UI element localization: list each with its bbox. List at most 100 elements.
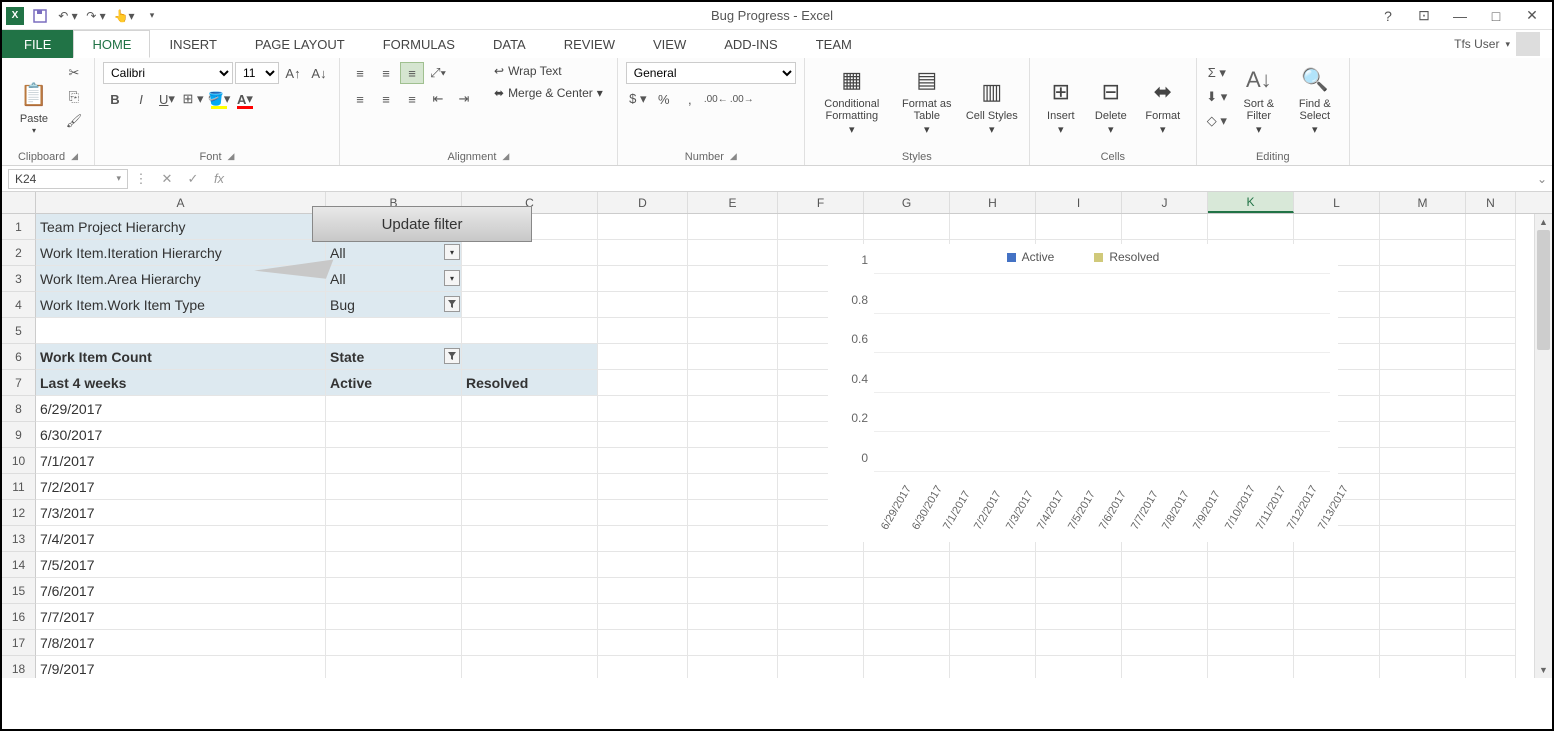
user-menu[interactable]: Tfs User▾ <box>1442 30 1552 58</box>
cell-B7[interactable]: Active <box>326 370 462 396</box>
cell-C3[interactable] <box>462 266 598 292</box>
cell-C7[interactable]: Resolved <box>462 370 598 396</box>
format-painter-icon[interactable]: 🖌 <box>62 110 86 132</box>
font-size-select[interactable]: 11 <box>235 62 279 84</box>
row-header[interactable]: 2 <box>2 240 36 266</box>
cell-M2[interactable] <box>1380 240 1466 266</box>
cell-L14[interactable] <box>1294 552 1380 578</box>
cell-B16[interactable] <box>326 604 462 630</box>
cell-M11[interactable] <box>1380 474 1466 500</box>
row-header[interactable]: 5 <box>2 318 36 344</box>
cell-C4[interactable] <box>462 292 598 318</box>
clipboard-launcher[interactable]: ◢ <box>71 151 78 163</box>
cell-E1[interactable] <box>688 214 778 240</box>
cell-E13[interactable] <box>688 526 778 552</box>
font-name-select[interactable]: Calibri <box>103 62 233 84</box>
cell-J16[interactable] <box>1122 604 1208 630</box>
cell-D12[interactable] <box>598 500 688 526</box>
cell-A17[interactable]: 7/8/2017 <box>36 630 326 656</box>
cell-C8[interactable] <box>462 396 598 422</box>
cell-L1[interactable] <box>1294 214 1380 240</box>
cell-H15[interactable] <box>950 578 1036 604</box>
fx-icon[interactable]: fx <box>206 171 232 186</box>
cell-F18[interactable] <box>778 656 864 678</box>
minimize-icon[interactable]: — <box>1448 6 1472 26</box>
tab-home[interactable]: HOME <box>73 30 150 58</box>
bug-progress-chart[interactable]: ActiveResolved 00.20.40.60.81 6/29/20176… <box>828 244 1338 542</box>
cell-D7[interactable] <box>598 370 688 396</box>
name-box[interactable]: K24▾ <box>8 169 128 189</box>
cell-H1[interactable] <box>950 214 1036 240</box>
cell-B17[interactable] <box>326 630 462 656</box>
cell-K1[interactable] <box>1208 214 1294 240</box>
cell-B18[interactable] <box>326 656 462 678</box>
cell-M13[interactable] <box>1380 526 1466 552</box>
cell-A1[interactable]: Team Project Hierarchy <box>36 214 326 240</box>
number-launcher[interactable]: ◢ <box>730 151 737 163</box>
cell-I14[interactable] <box>1036 552 1122 578</box>
cell-styles-button[interactable]: ▥Cell Styles▾ <box>963 62 1021 138</box>
cell-D3[interactable] <box>598 266 688 292</box>
alignment-launcher[interactable]: ◢ <box>502 151 509 163</box>
align-bottom-icon[interactable]: ≡ <box>400 62 424 84</box>
format-as-table-button[interactable]: ▤Format as Table▾ <box>895 62 959 138</box>
cell-A10[interactable]: 7/1/2017 <box>36 448 326 474</box>
comma-button[interactable]: , <box>678 88 702 110</box>
increase-indent-icon[interactable]: ⇥ <box>452 88 476 110</box>
wrap-text-button[interactable]: ↩Wrap Text <box>488 62 609 80</box>
find-select-button[interactable]: 🔍Find & Select▾ <box>1289 62 1341 138</box>
align-left-icon[interactable]: ≡ <box>348 88 372 110</box>
cell-C5[interactable] <box>462 318 598 344</box>
decrease-font-icon[interactable]: A↓ <box>307 62 331 84</box>
scroll-thumb[interactable] <box>1537 230 1550 350</box>
autosum-button[interactable]: Σ ▾ <box>1205 62 1229 84</box>
font-color-button[interactable]: A ▾ <box>233 88 257 110</box>
border-button[interactable]: ⊞ ▾ <box>181 88 205 110</box>
row-header[interactable]: 8 <box>2 396 36 422</box>
cell-H18[interactable] <box>950 656 1036 678</box>
cell-L18[interactable] <box>1294 656 1380 678</box>
cell-A11[interactable]: 7/2/2017 <box>36 474 326 500</box>
cell-F15[interactable] <box>778 578 864 604</box>
cell-D8[interactable] <box>598 396 688 422</box>
cell-H17[interactable] <box>950 630 1036 656</box>
cell-N12[interactable] <box>1466 500 1516 526</box>
cell-F17[interactable] <box>778 630 864 656</box>
cell-N6[interactable] <box>1466 344 1516 370</box>
cell-B14[interactable] <box>326 552 462 578</box>
cell-B12[interactable] <box>326 500 462 526</box>
cell-C16[interactable] <box>462 604 598 630</box>
cell-B2[interactable]: All▾ <box>326 240 462 266</box>
cell-E16[interactable] <box>688 604 778 630</box>
cell-K15[interactable] <box>1208 578 1294 604</box>
row-header[interactable]: 17 <box>2 630 36 656</box>
cell-C10[interactable] <box>462 448 598 474</box>
cell-N3[interactable] <box>1466 266 1516 292</box>
cancel-formula-icon[interactable]: ✕ <box>154 171 180 187</box>
cell-B8[interactable] <box>326 396 462 422</box>
row-header[interactable]: 7 <box>2 370 36 396</box>
cell-N13[interactable] <box>1466 526 1516 552</box>
cell-A18[interactable]: 7/9/2017 <box>36 656 326 678</box>
format-cells-button[interactable]: ⬌Format▾ <box>1138 62 1188 138</box>
cell-M9[interactable] <box>1380 422 1466 448</box>
cell-K16[interactable] <box>1208 604 1294 630</box>
cell-D18[interactable] <box>598 656 688 678</box>
decrease-decimal-icon[interactable]: .00→ <box>730 88 754 110</box>
row-header[interactable]: 4 <box>2 292 36 318</box>
underline-button[interactable]: U ▾ <box>155 88 179 110</box>
cell-D17[interactable] <box>598 630 688 656</box>
cell-B3[interactable]: All▾ <box>326 266 462 292</box>
align-middle-icon[interactable]: ≡ <box>374 62 398 84</box>
col-header-A[interactable]: A <box>36 192 326 213</box>
cell-M16[interactable] <box>1380 604 1466 630</box>
cell-B5[interactable] <box>326 318 462 344</box>
cell-K14[interactable] <box>1208 552 1294 578</box>
tab-team[interactable]: TEAM <box>797 30 871 58</box>
dropdown-icon[interactable]: ▾ <box>444 270 460 286</box>
redo-icon[interactable]: ↷ ▾ <box>84 4 108 28</box>
row-header[interactable]: 6 <box>2 344 36 370</box>
row-header[interactable]: 16 <box>2 604 36 630</box>
cell-A4[interactable]: Work Item.Work Item Type <box>36 292 326 318</box>
col-header-I[interactable]: I <box>1036 192 1122 213</box>
